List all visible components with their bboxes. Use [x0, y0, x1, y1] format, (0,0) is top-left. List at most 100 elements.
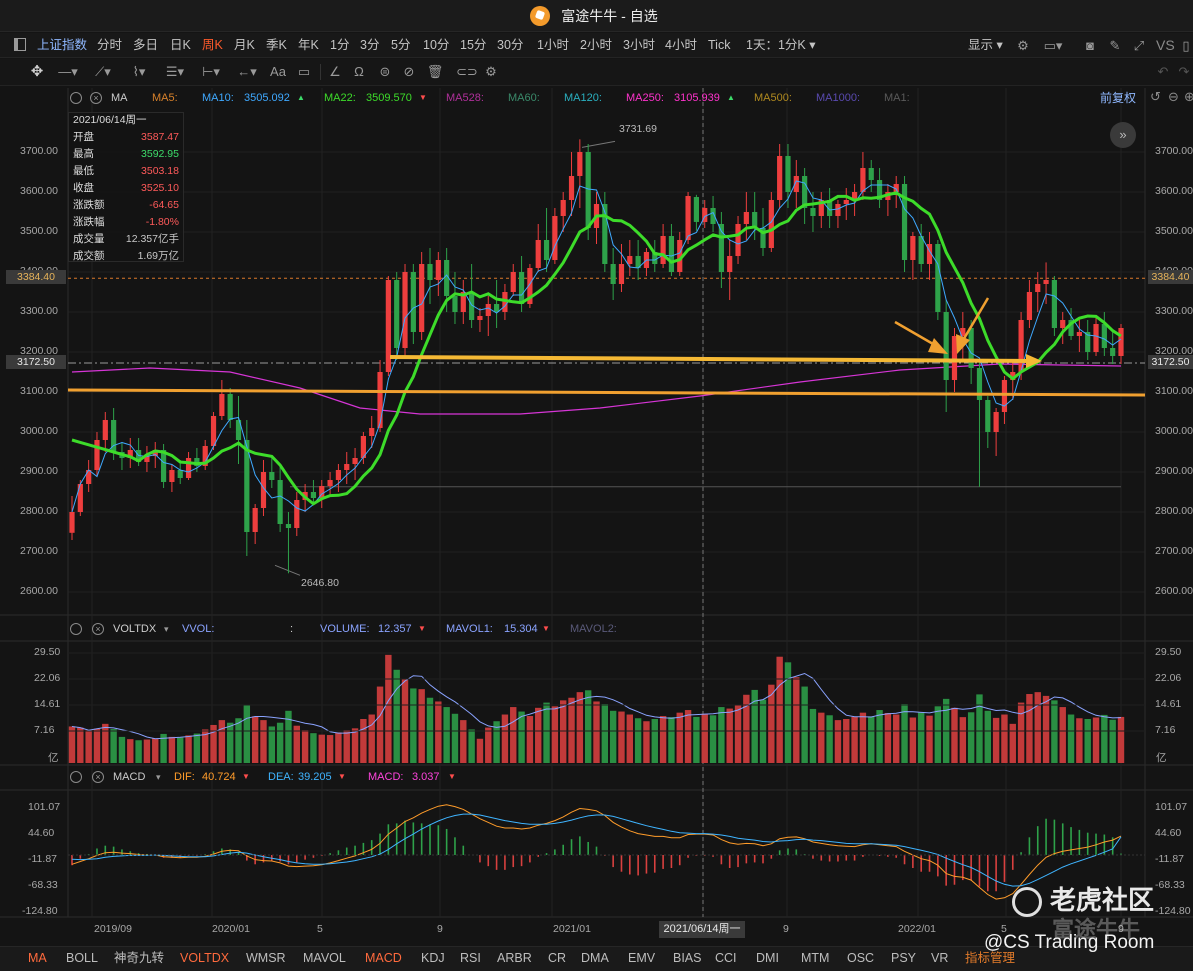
voltdx-expand-icon[interactable]: ▾ — [164, 624, 169, 634]
period-14[interactable]: 2小时 — [580, 38, 612, 52]
undo-icon[interactable]: ↶ — [1157, 64, 1169, 79]
reset-icon[interactable]: ↺ — [1150, 89, 1161, 104]
period-3[interactable]: 周K — [202, 38, 223, 52]
ma-settings-icon[interactable] — [70, 92, 82, 104]
indicator-kdj[interactable]: KDJ — [421, 951, 445, 965]
indicator-mtm[interactable]: MTM — [801, 951, 830, 965]
period-1[interactable]: 多日 — [133, 38, 159, 52]
macd-expand-icon[interactable]: ▾ — [156, 772, 161, 782]
candle-body — [227, 394, 233, 420]
volume-bar — [843, 719, 850, 763]
arrow-tool-icon[interactable]: ←▾ — [237, 64, 257, 79]
period-12[interactable]: 30分 — [497, 38, 524, 52]
price-tag-cross-left: 3172.50 — [6, 355, 66, 369]
period-2[interactable]: 日K — [170, 38, 191, 52]
link-icon[interactable]: ⊜ — [379, 64, 391, 79]
crosshair-move-icon[interactable]: ✥ — [30, 63, 44, 80]
toolbar-settings-icon[interactable]: ⚙ — [485, 64, 497, 79]
voltdx-settings-icon[interactable] — [70, 623, 82, 635]
expand-panel-icon[interactable]: » — [1110, 122, 1136, 148]
display-menu-button[interactable]: 显示 ▾ — [968, 38, 1003, 52]
candle-body — [360, 436, 366, 458]
period-8[interactable]: 3分 — [360, 38, 380, 52]
indicator-dma[interactable]: DMA — [581, 951, 609, 965]
hide-drawings-icon[interactable]: ⊘ — [403, 64, 415, 79]
period-18[interactable]: 1天：1分K ▾ — [746, 38, 816, 52]
indicator-manage-button[interactable]: 指标管理 — [965, 951, 1016, 965]
volume-bar — [235, 718, 242, 763]
indicator-boll[interactable]: BOLL — [66, 951, 98, 965]
indicator-dmi[interactable]: DMI — [756, 951, 779, 965]
period-16[interactable]: 4小时 — [665, 38, 697, 52]
ma-close-icon[interactable]: × — [90, 92, 102, 104]
trash-icon[interactable]: 🗑 — [426, 64, 444, 79]
panel-layout-icon[interactable]: ▯ — [1182, 38, 1190, 53]
indicator-rsi[interactable]: RSI — [460, 951, 481, 965]
camera-icon[interactable]: ◙ — [1086, 38, 1094, 53]
magnet-icon[interactable]: ∠ — [329, 64, 341, 79]
info-value-5: -1.80% — [145, 216, 179, 228]
trend-tool-icon[interactable]: ⟋▾ — [95, 64, 111, 79]
indicator-神奇九转[interactable]: 神奇九转 — [114, 951, 165, 965]
high-price-label: 3731.69 — [619, 123, 657, 135]
indicator-cr[interactable]: CR — [548, 951, 567, 965]
period-9[interactable]: 5分 — [391, 38, 411, 52]
scale-left-icon[interactable]: ⊖ — [1168, 89, 1179, 104]
voltdx-close-icon[interactable]: × — [92, 623, 104, 635]
measure-tool-icon[interactable]: ⊢▾ — [202, 64, 220, 79]
adjust-right-button[interactable]: 前复权 — [1100, 91, 1137, 105]
macd-close-icon[interactable]: × — [92, 771, 104, 783]
lock-drawings-icon[interactable]: Ω — [354, 64, 364, 79]
ma250-value: 3105.939 — [674, 92, 720, 104]
period-5[interactable]: 季K — [266, 38, 287, 52]
volume-bar — [634, 718, 642, 763]
indicator-vr[interactable]: VR — [931, 951, 949, 965]
period-10[interactable]: 10分 — [423, 38, 450, 52]
macd-settings-icon[interactable] — [70, 771, 82, 783]
period-11[interactable]: 15分 — [460, 38, 487, 52]
indicator-macd[interactable]: MACD — [365, 951, 402, 965]
indicator-bias[interactable]: BIAS — [673, 951, 702, 965]
text-tool-button[interactable]: Aa — [270, 64, 286, 79]
fib-tool-icon[interactable]: ☰▾ — [165, 64, 185, 79]
candle-body — [510, 272, 516, 292]
candle-body — [652, 252, 658, 264]
wave-tool-icon[interactable]: ⌇▾ — [132, 64, 146, 79]
indicator-wmsr[interactable]: WMSR — [246, 951, 286, 965]
info-key-2: 最低 — [73, 165, 94, 177]
info-value-1: 3592.95 — [141, 148, 179, 160]
indicator-cci[interactable]: CCI — [715, 951, 737, 965]
toggle-icon[interactable]: ⊂⊃ — [456, 64, 478, 79]
volume-bar — [743, 694, 750, 763]
period-15[interactable]: 3小时 — [623, 38, 655, 52]
period-0[interactable]: 分时 — [97, 38, 123, 52]
compare-vs-button[interactable]: VS — [1156, 37, 1175, 53]
scale-right-icon[interactable]: ⊕ — [1184, 89, 1193, 104]
candle-body — [1043, 280, 1049, 284]
indicator-emv[interactable]: EMV — [628, 951, 656, 965]
comment-tool-icon[interactable]: ▭ — [297, 64, 311, 79]
fullscreen-icon[interactable]: ⤢ — [1133, 38, 1145, 53]
sidebar-toggle-icon[interactable] — [14, 38, 26, 51]
indicator-arbr[interactable]: ARBR — [497, 951, 532, 965]
indicator-ma[interactable]: MA — [28, 951, 47, 965]
macd-tick-left: 44.60 — [28, 827, 55, 839]
indicator-mavol[interactable]: MAVOL — [303, 951, 346, 965]
vol-tick-left: 29.50 — [34, 646, 61, 658]
index-name-button[interactable]: 上证指数 — [37, 38, 88, 52]
display-menu-label: 显示 — [968, 38, 994, 52]
line-tool-icon[interactable]: —▾ — [58, 64, 78, 79]
indicator-psy[interactable]: PSY — [891, 951, 917, 965]
settings-gear-icon[interactable]: ⚙ — [1017, 38, 1029, 53]
draw-pen-icon[interactable]: ✎ — [1109, 38, 1121, 53]
period-6[interactable]: 年K — [298, 38, 319, 52]
period-4[interactable]: 月K — [234, 38, 255, 52]
period-17[interactable]: Tick — [708, 38, 731, 52]
indicator-osc[interactable]: OSC — [847, 951, 875, 965]
period-7[interactable]: 1分 — [330, 38, 350, 52]
chart-style-icon[interactable]: ▭▾ — [1043, 38, 1063, 53]
indicator-voltdx[interactable]: VOLTDX — [180, 951, 230, 965]
redo-icon[interactable]: ↷ — [1178, 64, 1190, 79]
period-13[interactable]: 1小时 — [537, 38, 569, 52]
